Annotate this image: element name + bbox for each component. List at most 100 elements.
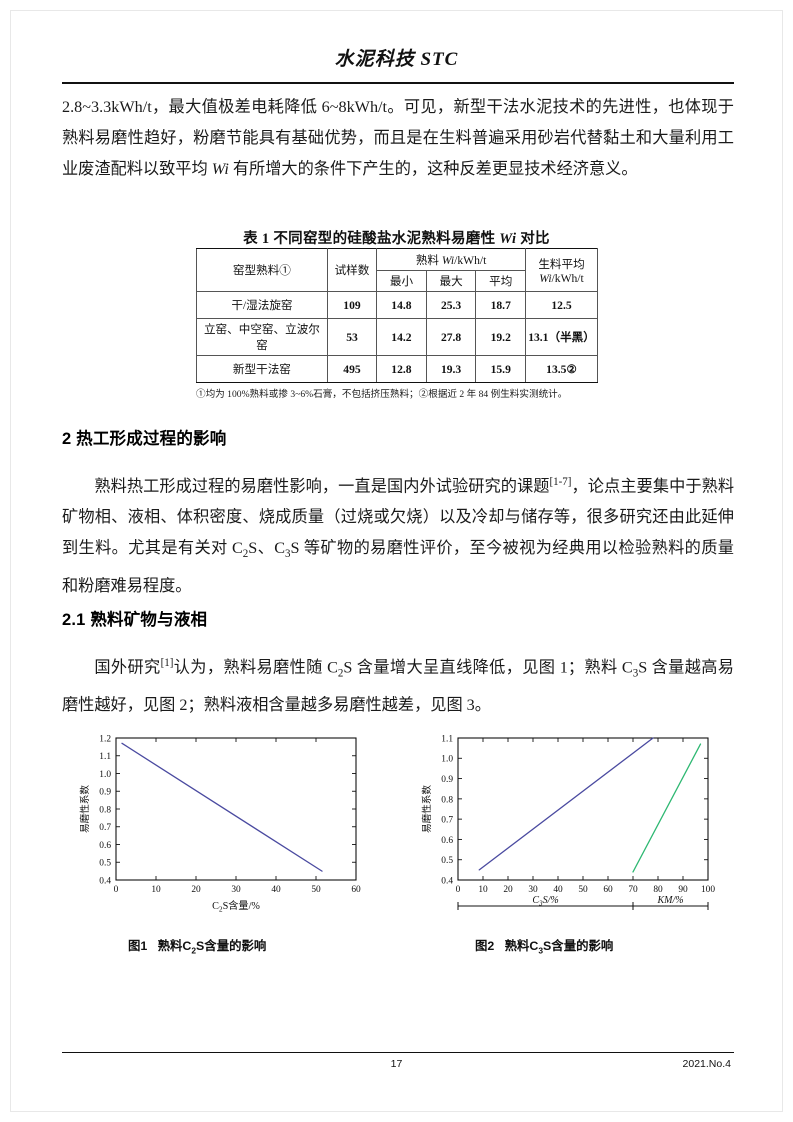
table-header-kiln: 窑型熟料① bbox=[196, 248, 328, 292]
figure-2-caption: 图2 熟料C3S含量的影响 bbox=[475, 936, 613, 955]
svg-text:20: 20 bbox=[503, 885, 513, 895]
svg-text:0.4: 0.4 bbox=[441, 876, 453, 886]
svg-text:C3S/%: C3S/% bbox=[532, 895, 558, 908]
svg-text:1.2: 1.2 bbox=[99, 734, 111, 744]
cell-raw: 13.5② bbox=[525, 355, 598, 383]
svg-text:0.7: 0.7 bbox=[441, 816, 453, 826]
s21-ref-1: [1] bbox=[160, 657, 174, 669]
table-row: 立窑、中空窑、立波尔窑 53 14.2 27.8 19.2 13.1（半黑） bbox=[196, 318, 598, 356]
s2-part4: S 等矿物的易磨性评价，至今被视为经典用以检验熟料的质量和粉磨难易程度。 bbox=[62, 539, 734, 595]
svg-text:0.9: 0.9 bbox=[99, 788, 111, 798]
svg-text:90: 90 bbox=[678, 885, 688, 895]
table-caption: 表 1 不同窑型的硅酸盐水泥熟料易磨性 Wi 对比 bbox=[0, 227, 793, 248]
fig2-caption-number: 图2 bbox=[475, 939, 495, 953]
svg-text:50: 50 bbox=[311, 885, 321, 895]
paragraph-top-part2: 有所增大的条件下产生的，这种反差更显技术经济意义。 bbox=[228, 160, 638, 178]
s21-part2: 认为，熟料易磨性随 C bbox=[173, 658, 338, 677]
svg-text:易磨性系数: 易磨性系数 bbox=[421, 785, 433, 833]
table-header-max: 最大 bbox=[425, 270, 477, 292]
svg-text:0.4: 0.4 bbox=[99, 876, 111, 886]
fig1-caption-pre: 熟料C bbox=[157, 939, 192, 953]
svg-text:0.8: 0.8 bbox=[441, 795, 453, 805]
s2-part2: ，论点主要集中于熟料矿物相、液相、体积密度、烧成质量（过烧或欠烧）以及冷却与储存… bbox=[62, 477, 735, 558]
svg-text:C2S含量/%: C2S含量/% bbox=[212, 899, 260, 914]
svg-text:40: 40 bbox=[553, 885, 563, 895]
fig1-caption-post: S含量的影响 bbox=[196, 939, 267, 953]
svg-text:1.0: 1.0 bbox=[99, 770, 111, 780]
fig2-caption-pre: 熟料C bbox=[504, 939, 539, 953]
svg-text:0.6: 0.6 bbox=[441, 836, 453, 846]
clinker-grindability-table: 窑型熟料① 试样数 熟料 Wi/kWh/t 生料平均 Wi/kWh/t 最小 最大… bbox=[196, 248, 598, 383]
header-divider-rule bbox=[62, 82, 734, 84]
table-header-avg: 平均 bbox=[475, 270, 527, 292]
s21-part4: S 含量越高易磨性越好，见图 2；熟料液相含量越多易磨性越差，见图 3。 bbox=[62, 658, 734, 714]
s21-c2s-sub: 2 bbox=[337, 667, 344, 680]
svg-text:0.8: 0.8 bbox=[99, 805, 111, 815]
raw-meal-line2-post: /kWh/t bbox=[551, 271, 584, 285]
svg-text:100: 100 bbox=[701, 885, 715, 895]
cell-avg: 19.2 bbox=[475, 318, 527, 356]
svg-text:0.6: 0.6 bbox=[99, 841, 111, 851]
cell-raw: 12.5 bbox=[525, 291, 598, 319]
fig2-caption-post: S含量的影响 bbox=[543, 939, 614, 953]
s21-part1: 国外研究 bbox=[94, 658, 161, 677]
cell-max: 25.3 bbox=[425, 291, 477, 319]
table-caption-wi-symbol: Wi bbox=[499, 231, 517, 247]
cell-kiln: 立窑、中空窑、立波尔窑 bbox=[196, 318, 328, 356]
table-row: 新型干法窑 495 12.8 19.3 15.9 13.5② bbox=[196, 355, 598, 383]
svg-text:60: 60 bbox=[603, 885, 613, 895]
svg-text:0: 0 bbox=[456, 885, 461, 895]
table-caption-post: 对比 bbox=[516, 231, 550, 247]
s2-part1: 熟料热工形成过程的易磨性影响，一直是国内外试验研究的课题 bbox=[94, 477, 550, 496]
wi-symbol: Wi bbox=[211, 160, 229, 178]
cell-min: 14.2 bbox=[376, 318, 427, 356]
svg-text:70: 70 bbox=[628, 885, 638, 895]
footer-issue-label: 2021.No.4 bbox=[682, 1058, 731, 1070]
journal-header-title: 水泥科技 STC bbox=[334, 49, 459, 70]
svg-text:10: 10 bbox=[478, 885, 488, 895]
raw-meal-line1: 生料平均 bbox=[538, 257, 585, 271]
table-header-samples: 试样数 bbox=[326, 248, 378, 292]
s2-c2s-sub: 2 bbox=[242, 548, 249, 561]
cell-samples: 495 bbox=[326, 355, 378, 383]
cell-avg: 15.9 bbox=[475, 355, 527, 383]
svg-text:40: 40 bbox=[271, 885, 281, 895]
cell-kiln: 干/湿法旋窑 bbox=[196, 291, 328, 319]
svg-text:50: 50 bbox=[578, 885, 588, 895]
table-header-row-1: 窑型熟料① 试样数 熟料 Wi/kWh/t 生料平均 Wi/kWh/t bbox=[196, 248, 598, 292]
clinker-group-pre: 熟料 bbox=[415, 253, 442, 267]
section-heading-2: 2 热工形成过程的影响 bbox=[62, 430, 227, 448]
table-header-raw-meal: 生料平均 Wi/kWh/t bbox=[525, 248, 598, 292]
s2-part3: S、C bbox=[248, 539, 285, 558]
svg-text:10: 10 bbox=[151, 885, 161, 895]
s21-c3s-sub: 3 bbox=[632, 667, 639, 680]
raw-meal-wi-symbol: Wi bbox=[539, 271, 552, 285]
clinker-group-post: /kWh/t bbox=[454, 253, 487, 267]
figure-1-chart: 0.4 0.5 0.6 0.7 0.8 0.9 1.0 1.1 1.2 0 10 20 30 40 50 60… bbox=[79, 734, 361, 914]
svg-text:易磨性系数: 易磨性系数 bbox=[79, 785, 91, 833]
cell-samples: 109 bbox=[326, 291, 378, 319]
svg-text:0.5: 0.5 bbox=[99, 859, 111, 869]
table-footnote: ①均为 100%熟料或掺 3~6%石膏，不包括挤压熟料；②根据近 2 年 84 … bbox=[196, 389, 568, 400]
s2-ref-1: [1-7] bbox=[549, 476, 572, 488]
cell-samples: 53 bbox=[326, 318, 378, 356]
s2-c3s-sub: 3 bbox=[285, 548, 291, 561]
svg-text:0.9: 0.9 bbox=[441, 775, 453, 785]
footer-divider-rule bbox=[62, 1052, 734, 1053]
paragraph-top: 2.8~3.3kWh/t，最大值极差电耗降低 6~8kWh/t。可见，新型干法水… bbox=[62, 92, 734, 185]
figure-2-chart: 0.4 0.5 0.6 0.7 0.8 0.9 1.0 1.1 0 10 20 30 40 50 60 70 8… bbox=[421, 734, 715, 910]
cell-min: 14.8 bbox=[376, 291, 427, 319]
figure-2: 0.4 0.5 0.6 0.7 0.8 0.9 1.0 1.1 0 10 20 30 40 50 60 70 8… bbox=[412, 728, 722, 933]
svg-text:20: 20 bbox=[191, 885, 201, 895]
svg-text:KM/%: KM/% bbox=[656, 895, 683, 906]
cell-raw: 13.1（半黑） bbox=[525, 318, 598, 356]
table-header-row-2: 最小 最大 平均 bbox=[197, 270, 598, 292]
paragraph-section2-1: 国外研究[1]认为，熟料易磨性随 C2S 含量增大呈直线降低，见图 1；熟料 C… bbox=[62, 648, 734, 721]
figure-1: 0.4 0.5 0.6 0.7 0.8 0.9 1.0 1.1 1.2 0 10 20 30 40 50 60… bbox=[70, 728, 370, 933]
cell-max: 19.3 bbox=[425, 355, 477, 383]
svg-text:1.1: 1.1 bbox=[441, 734, 453, 744]
cell-kiln: 新型干法窑 bbox=[196, 355, 328, 383]
svg-text:80: 80 bbox=[653, 885, 663, 895]
table-header-clinker-group: 熟料 Wi/kWh/t bbox=[376, 248, 527, 271]
